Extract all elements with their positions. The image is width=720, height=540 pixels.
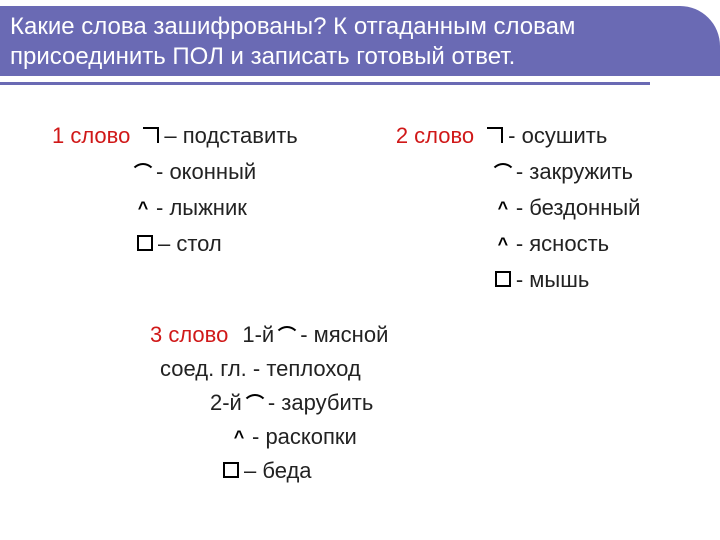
ending-icon (218, 458, 244, 484)
word3-text2: соед. гл. - теплоход (160, 356, 361, 382)
word3-text4: - раскопки (252, 424, 357, 450)
word1-text4: – стол (158, 231, 222, 257)
suffix-icon: ^ (130, 198, 156, 219)
word2-row4: ^ - ясность (396, 226, 720, 262)
word3-row2: соед. гл. - теплоход (150, 352, 720, 386)
word2-text2: - закружить (516, 159, 633, 185)
word2-text5: - мышь (516, 267, 590, 293)
word2-row5: - мышь (396, 262, 720, 298)
prefix-icon (482, 123, 508, 149)
word1-text2: - оконный (156, 159, 256, 185)
word1-row3: ^ - лыжник (52, 190, 396, 226)
word2-text3: - бездонный (516, 195, 641, 221)
content: 1 слово – подставить - оконный ^ - лыжни… (0, 94, 720, 488)
word1-block: 1 слово – подставить - оконный ^ - лыжни… (0, 118, 396, 298)
word1-label: 1 слово (52, 123, 130, 149)
word1-row2: - оконный (52, 154, 396, 190)
word2-text4: - ясность (516, 231, 609, 257)
header-underline (0, 82, 650, 85)
word3-block: 3 слово 1-й - мясной соед. гл. - теплохо… (0, 318, 720, 488)
word3-row4: ^ - раскопки (150, 420, 720, 454)
root-icon (274, 322, 300, 348)
word2-row1: 2 слово - осушить (396, 118, 720, 154)
prefix-icon (138, 123, 164, 149)
word3-r1b: - мясной (300, 322, 388, 348)
word2-text1: - осушить (508, 123, 607, 149)
root-icon (242, 390, 268, 416)
word3-row3: 2-й - зарубить (150, 386, 720, 420)
ending-icon (132, 231, 158, 257)
word1-row4: – стол (52, 226, 396, 262)
word1-text3: - лыжник (156, 195, 247, 221)
top-columns: 1 слово – подставить - оконный ^ - лыжни… (0, 118, 720, 298)
slide-header: Какие слова зашифрованы? К отгаданным сл… (0, 0, 720, 94)
word3-label: 3 слово (150, 322, 228, 348)
word1-row1: 1 слово – подставить (52, 118, 396, 154)
root-icon (130, 159, 156, 185)
word3-r3a: 2-й (210, 390, 242, 416)
suffix-icon: ^ (226, 427, 252, 448)
word3-text5: – беда (244, 458, 312, 484)
root-icon (490, 159, 516, 185)
word3-row5: – беда (150, 454, 720, 488)
suffix-icon: ^ (490, 198, 516, 219)
word3-row1: 3 слово 1-й - мясной (150, 318, 720, 352)
header-bar: Какие слова зашифрованы? К отгаданным сл… (0, 6, 720, 76)
word2-row3: ^ - бездонный (396, 190, 720, 226)
word3-r1a: 1-й (242, 322, 274, 348)
word2-row2: - закружить (396, 154, 720, 190)
header-line-2: присоединить ПОЛ и записать готовый отве… (10, 42, 706, 72)
word2-block: 2 слово - осушить - закружить ^ - бездон… (396, 118, 720, 298)
header-line-1: Какие слова зашифрованы? К отгаданным сл… (10, 12, 706, 42)
word3-r3b: - зарубить (268, 390, 373, 416)
suffix-icon: ^ (490, 234, 516, 255)
word1-text1: – подставить (164, 123, 297, 149)
word2-label: 2 слово (396, 123, 474, 149)
ending-icon (490, 267, 516, 293)
